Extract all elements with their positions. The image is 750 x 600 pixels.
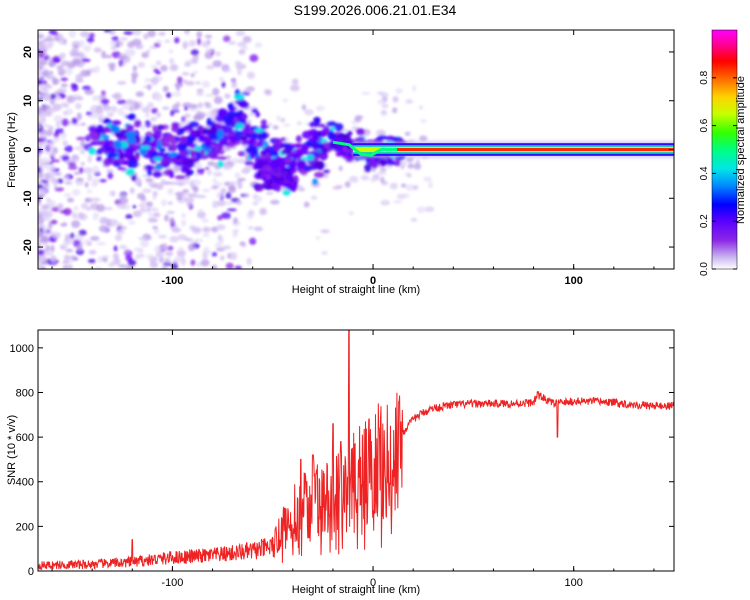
spectrogram-y-tick-label: -10: [22, 190, 34, 206]
snr-y-tick-label: 1000: [10, 343, 34, 355]
spectrogram-y-label: Frequency (Hz): [6, 112, 18, 188]
snr-x-label: Height of straight line (km): [292, 584, 420, 596]
snr-y-tick-label: 800: [16, 387, 34, 399]
colorbar-tick-label: 0.0: [699, 262, 710, 276]
snr-x-tick-label: 0: [370, 577, 376, 589]
spectrogram-y-tick-label: 20: [22, 46, 34, 58]
colorbar-tick-label: 0.2: [699, 214, 710, 228]
spectrogram-x-tick-label: 0: [370, 275, 376, 287]
snr-y-tick-label: 600: [16, 432, 34, 444]
spectrogram-y-tick-label: -20: [22, 239, 34, 255]
colorbar-ticks: 0.0 0.2 0.4 0.6 0.8: [699, 70, 737, 276]
snr-x-tick-label: 100: [565, 577, 583, 589]
spectrogram-image: [38, 30, 674, 269]
colorbar: 0.0 0.2 0.4 0.6 0.8 Normalized spectral ampl…: [699, 29, 747, 276]
snr-y-tick-label: 200: [16, 521, 34, 533]
snr-frame: [37, 329, 675, 572]
colorbar-tick-label: 0.8: [699, 70, 710, 84]
spectrogram-x-tick-label: 100: [565, 275, 583, 287]
colorbar-gradient: [711, 29, 738, 270]
spectrogram-y-tick-label: 10: [22, 95, 34, 107]
snr-y-label: SNR (10 * v/v): [6, 415, 18, 485]
colorbar-tick-label: 0.6: [699, 118, 710, 132]
colorbar-tick-label: 0.4: [699, 166, 710, 180]
spectrogram-x-label: Height of straight line (km): [292, 284, 420, 296]
spectrogram-y-tick-label: 0: [22, 146, 34, 152]
snr-series-line: [38, 330, 674, 571]
chart-title: S199.2026.006.21.01.E34: [293, 2, 457, 18]
snr-x-tick-label: -100: [161, 577, 183, 589]
snr-y-tick-label: 400: [16, 477, 34, 489]
snr-y-tick-label: 0: [28, 566, 34, 578]
colorbar-label: Normalized spectral amplitude: [735, 76, 747, 224]
spectrogram-x-tick-label: -100: [161, 275, 183, 287]
